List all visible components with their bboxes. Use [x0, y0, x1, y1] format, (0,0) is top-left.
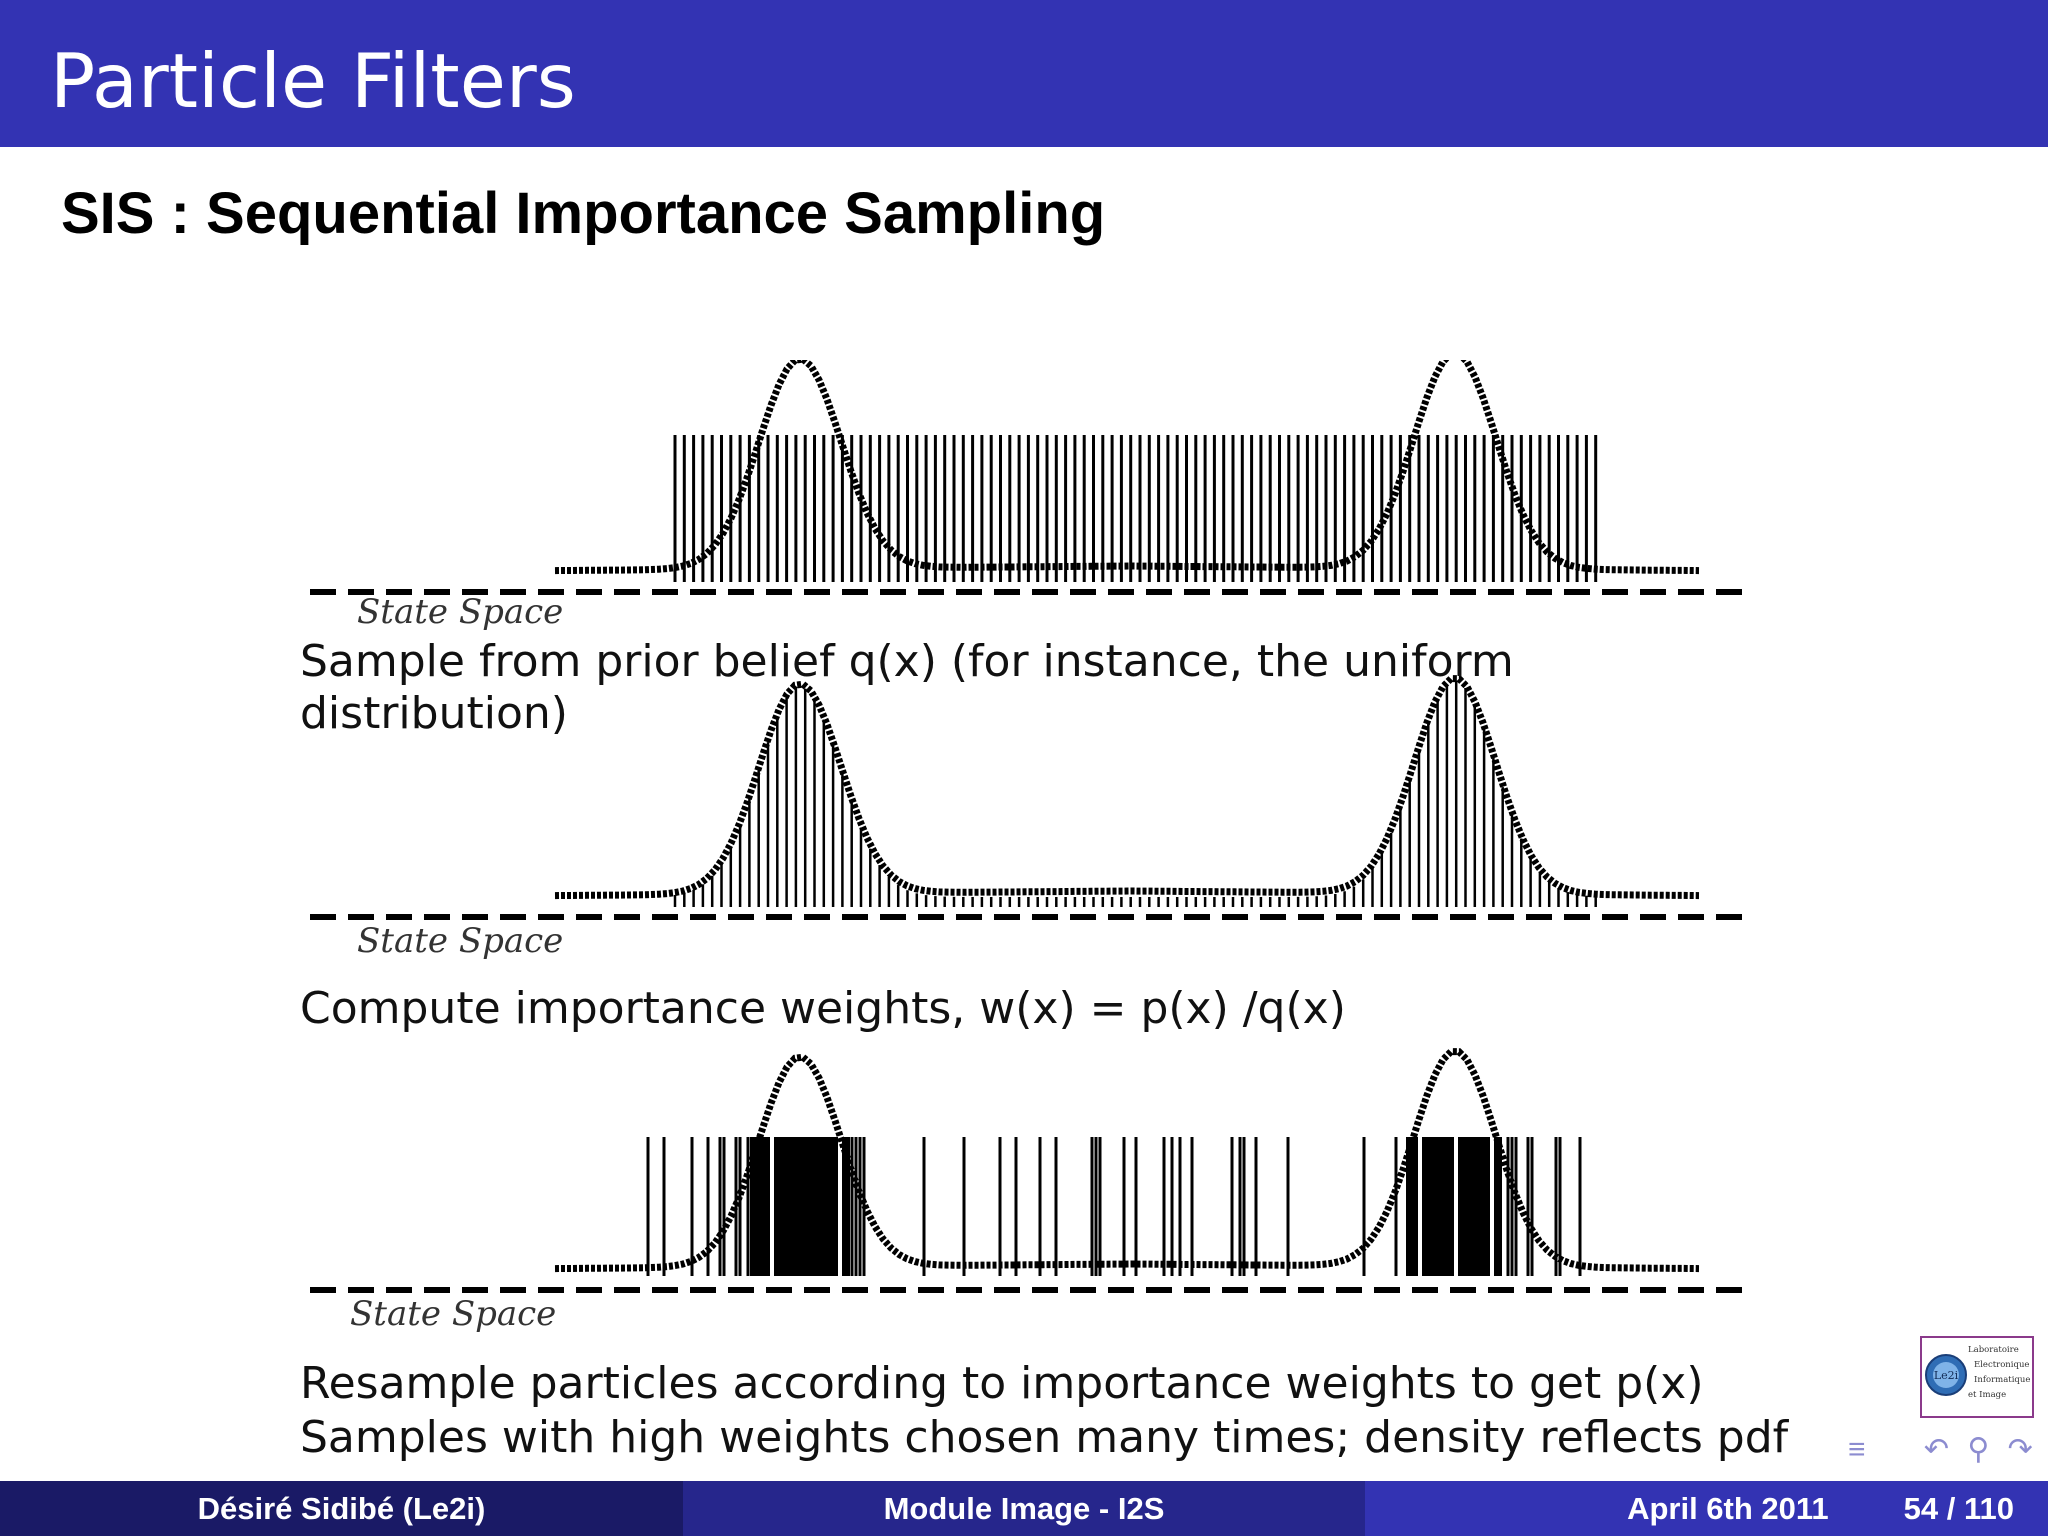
- state-space-label: State Space: [357, 592, 564, 632]
- pdf-curve: [554, 360, 1700, 575]
- svg-text:Electronique: Electronique: [1974, 1360, 2029, 1370]
- title-bar: Particle Filters: [0, 0, 2048, 147]
- svg-text:et Image: et Image: [1968, 1390, 2006, 1400]
- sis-diagram: [310, 360, 1750, 1293]
- footer-date-page: April 6th 2011 54 / 110: [1365, 1481, 2048, 1536]
- caption-line: Samples with high weights chosen many ti…: [300, 1412, 1789, 1463]
- logo-mark: Le2i: [1934, 1369, 1959, 1382]
- caption-line: Compute importance weights, w(x) = p(x) …: [300, 983, 1346, 1034]
- caption-line: Sample from prior belief q(x) (for insta…: [300, 636, 1514, 687]
- redo-icon[interactable]: ↷: [2007, 1433, 2033, 1466]
- pdf-curve: [554, 675, 1700, 900]
- align-icon[interactable]: ≡: [1848, 1433, 1866, 1466]
- caption-line: Resample particles according to importan…: [300, 1358, 1704, 1409]
- page-number: 54 / 110: [1903, 1490, 2014, 1526]
- panel-resample: [310, 1048, 1750, 1293]
- navigation-controls: ≡ ↶ ⚲ ↷: [1838, 1432, 2033, 1467]
- state-space-label: State Space: [357, 921, 564, 961]
- footer-author: Désiré Sidibé (Le2i): [0, 1481, 683, 1536]
- svg-text:Laboratoire: Laboratoire: [1968, 1345, 2019, 1355]
- pdf-curve: [554, 1048, 1700, 1273]
- state-space-label: State Space: [350, 1294, 557, 1334]
- section-subtitle: SIS : Sequential Importance Sampling: [61, 181, 1106, 246]
- svg-text:Informatique: Informatique: [1974, 1375, 2030, 1385]
- panel-importance-weights: [310, 675, 1750, 920]
- panel-prior-sampling: [310, 360, 1750, 595]
- slide-title: Particle Filters: [50, 37, 576, 125]
- caption-line: distribution): [300, 688, 568, 739]
- undo-icon[interactable]: ↶: [1923, 1433, 1949, 1466]
- footer-bar: Désiré Sidibé (Le2i) Module Image - I2S …: [0, 1481, 2048, 1536]
- footer-date: April 6th 2011: [1627, 1490, 1829, 1526]
- footer-course: Module Image - I2S: [683, 1481, 1365, 1536]
- search-icon[interactable]: ⚲: [1967, 1433, 1990, 1466]
- le2i-logo: Le2i Laboratoire Electronique Informatiq…: [1920, 1336, 2034, 1418]
